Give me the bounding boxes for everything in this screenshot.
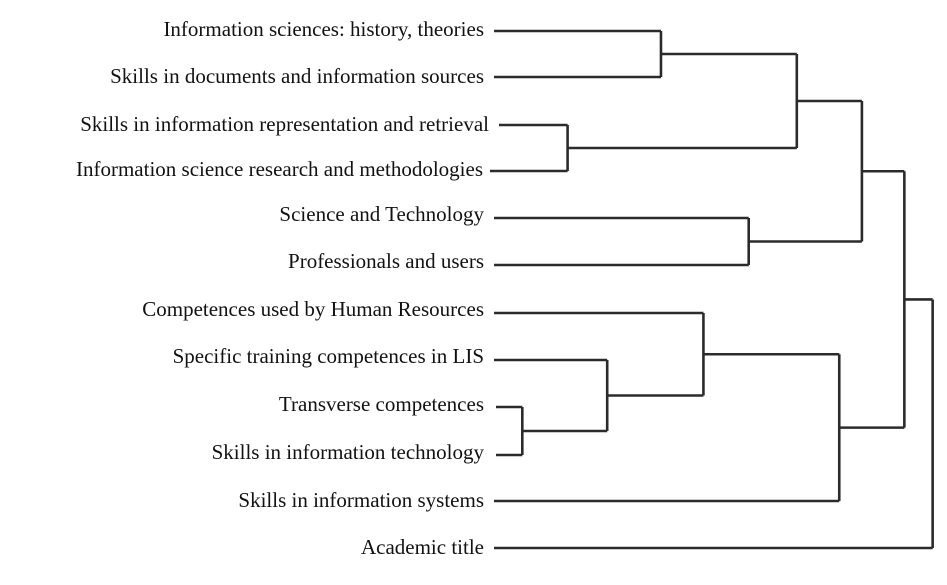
leaf-labels: Information sciences: history, theories … xyxy=(76,17,489,559)
leaf-label: Professionals and users xyxy=(288,249,484,273)
leaf-label: Transverse competences xyxy=(279,392,484,416)
leaf-label: Academic title xyxy=(361,535,484,559)
leaf-label: Competences used by Human Resources xyxy=(142,297,484,321)
leaf-label: Science and Technology xyxy=(279,202,484,226)
leaf-label: Skills in information technology xyxy=(212,440,485,464)
leaf-label: Skills in information systems xyxy=(238,488,484,512)
leaf-label: Skills in information representation and… xyxy=(80,112,489,136)
leaf-label: Information science research and methodo… xyxy=(76,157,483,181)
leaf-label: Specific training competences in LIS xyxy=(173,344,484,368)
dendrogram-branches xyxy=(490,29,934,550)
leaf-label: Skills in documents and information sour… xyxy=(110,64,484,88)
leaf-label: Information sciences: history, theories xyxy=(163,17,484,41)
